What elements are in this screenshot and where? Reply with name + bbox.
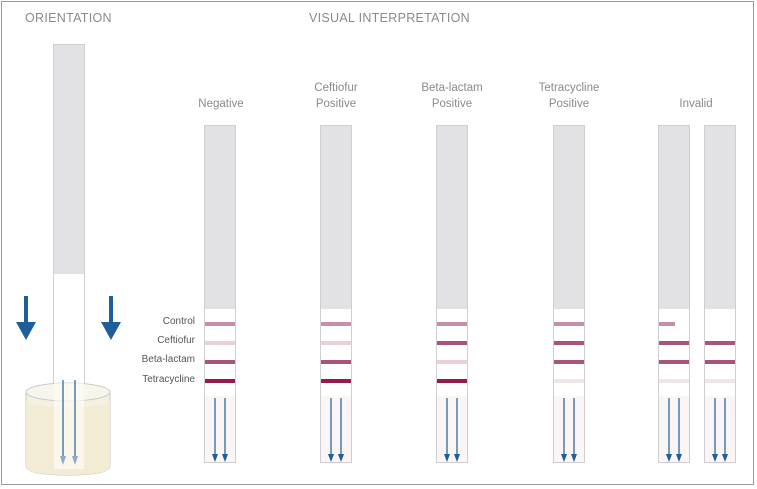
row-label-ceftiofur: Ceftiofur: [157, 335, 195, 346]
column-label-tetracycline-positive: Tetracycline Positive: [538, 82, 600, 110]
row-label-tetracycline: Tetracycline: [142, 374, 195, 385]
ceftiofur-line: [437, 341, 467, 345]
ceftiofur-line: [705, 341, 735, 345]
test-strip-invalid-2: [704, 125, 736, 463]
control-line: [659, 322, 675, 326]
beta-lactam-line: [205, 360, 235, 364]
tetracycline-line: [705, 379, 735, 383]
strip-sample-pad: [659, 396, 689, 462]
test-strip-tetracycline-positive: [553, 125, 585, 463]
strip-sample-pad: [554, 396, 584, 462]
strip-gray-zone: [321, 126, 351, 309]
flow-arrows-icon: [561, 398, 577, 462]
row-label-control: Control: [162, 316, 195, 327]
tetracycline-line: [659, 379, 689, 383]
strip-gray-zone: [705, 126, 735, 309]
column-label-negative: Negative: [198, 98, 244, 110]
ceftiofur-line: [205, 341, 235, 345]
control-line: [554, 322, 584, 326]
beta-lactam-line: [321, 360, 351, 364]
strip-gray-zone: [437, 126, 467, 309]
strip-sample-pad: [205, 396, 235, 462]
strip-sample-pad: [705, 396, 735, 462]
beta-lactam-line: [659, 360, 689, 364]
tetracycline-line: [554, 379, 584, 383]
strip-sample-pad: [321, 396, 351, 462]
test-strip-invalid-1: [658, 125, 690, 463]
control-line: [437, 322, 467, 326]
beta-lactam-line: [437, 360, 467, 364]
column-label-invalid: Invalid: [679, 98, 713, 110]
row-label-beta-lactam: Beta-lactam: [141, 354, 195, 365]
orientation-strip-gray-zone: [54, 45, 84, 274]
visual-interpretation-heading: VISUAL INTERPRETATION: [309, 11, 470, 25]
strip-gray-zone: [659, 126, 689, 309]
flow-arrows-icon: [328, 398, 344, 462]
flow-arrows-icon: [666, 398, 682, 462]
strip-gray-zone: [205, 126, 235, 309]
ceftiofur-line: [321, 341, 351, 345]
flow-arrows-icon: [444, 398, 460, 462]
column-label-beta-lactam-positive: Beta-lactam Positive: [421, 82, 483, 110]
ceftiofur-line: [554, 341, 584, 345]
test-strip-ceftiofur-positive: [320, 125, 352, 463]
tetracycline-line: [437, 379, 467, 383]
orientation-heading: ORIENTATION: [25, 11, 112, 25]
beta-lactam-line: [554, 360, 584, 364]
flow-arrows-icon: [712, 398, 728, 462]
flow-arrows-icon: [212, 398, 228, 462]
orientation-arrow-right-icon: [101, 296, 121, 340]
tetracycline-line: [321, 379, 351, 383]
test-strip-beta-lactam-positive: [436, 125, 468, 463]
sample-cup-icon: [25, 382, 111, 476]
tetracycline-line: [205, 379, 235, 383]
orientation-flow-arrows-icon: [60, 380, 78, 465]
test-strip-negative: [204, 125, 236, 463]
orientation-arrow-left-icon: [16, 296, 36, 340]
strip-gray-zone: [554, 126, 584, 309]
beta-lactam-line: [705, 360, 735, 364]
column-label-ceftiofur-positive: Ceftiofur Positive: [314, 82, 358, 110]
strip-sample-pad: [437, 396, 467, 462]
control-line: [321, 322, 351, 326]
ceftiofur-line: [659, 341, 689, 345]
control-line: [205, 322, 235, 326]
